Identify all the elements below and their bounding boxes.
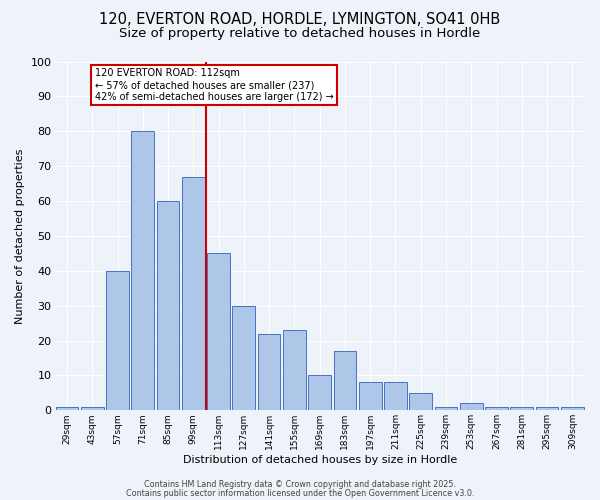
- Bar: [511, 407, 533, 410]
- Bar: [359, 382, 382, 410]
- Bar: [81, 407, 104, 410]
- X-axis label: Distribution of detached houses by size in Hordle: Distribution of detached houses by size …: [182, 455, 457, 465]
- Bar: [384, 382, 407, 410]
- Bar: [106, 271, 129, 410]
- Text: Contains HM Land Registry data © Crown copyright and database right 2025.: Contains HM Land Registry data © Crown c…: [144, 480, 456, 489]
- Bar: [460, 404, 482, 410]
- Bar: [232, 306, 255, 410]
- Bar: [434, 407, 457, 410]
- Bar: [536, 407, 559, 410]
- Y-axis label: Number of detached properties: Number of detached properties: [15, 148, 25, 324]
- Text: Size of property relative to detached houses in Hordle: Size of property relative to detached ho…: [119, 28, 481, 40]
- Bar: [207, 254, 230, 410]
- Text: 120 EVERTON ROAD: 112sqm
← 57% of detached houses are smaller (237)
42% of semi-: 120 EVERTON ROAD: 112sqm ← 57% of detach…: [95, 68, 334, 102]
- Bar: [131, 132, 154, 410]
- Text: Contains public sector information licensed under the Open Government Licence v3: Contains public sector information licen…: [126, 488, 474, 498]
- Bar: [561, 407, 584, 410]
- Bar: [485, 407, 508, 410]
- Bar: [157, 201, 179, 410]
- Bar: [283, 330, 306, 410]
- Bar: [409, 393, 432, 410]
- Bar: [308, 376, 331, 410]
- Bar: [56, 407, 79, 410]
- Text: 120, EVERTON ROAD, HORDLE, LYMINGTON, SO41 0HB: 120, EVERTON ROAD, HORDLE, LYMINGTON, SO…: [100, 12, 500, 28]
- Bar: [258, 334, 280, 410]
- Bar: [334, 351, 356, 410]
- Bar: [182, 176, 205, 410]
